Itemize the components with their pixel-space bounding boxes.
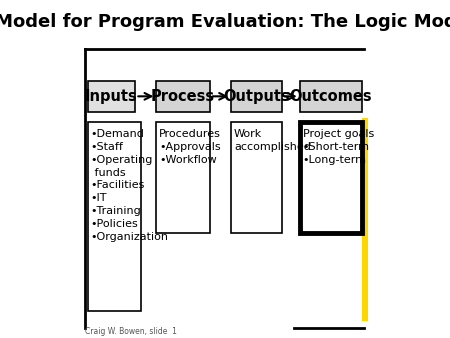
Text: Craig W. Bowen, slide  1: Craig W. Bowen, slide 1 (85, 327, 176, 336)
Text: A Model for Program Evaluation: The Logic Model: A Model for Program Evaluation: The Logi… (0, 13, 450, 31)
Text: Process: Process (151, 89, 215, 104)
Bar (88, 122, 141, 311)
Text: •Demand
•Staff
•Operating
 funds
•Facilities
•IT
•Training
•Policies
•Organizati: •Demand •Staff •Operating funds •Facilit… (90, 129, 169, 242)
Bar (88, 81, 135, 112)
Bar (231, 81, 282, 112)
Text: Procedures
•Approvals
•Workflow: Procedures •Approvals •Workflow (159, 129, 221, 165)
Text: Project goals
•Short-term
•Long-term: Project goals •Short-term •Long-term (303, 129, 374, 165)
Bar (231, 122, 282, 233)
Text: Outcomes: Outcomes (290, 89, 372, 104)
Bar (300, 81, 362, 112)
Text: Work
accomplished: Work accomplished (234, 129, 311, 152)
Bar (300, 122, 362, 233)
Bar (362, 118, 369, 321)
Text: Outputs: Outputs (223, 89, 290, 104)
Text: Inputs: Inputs (85, 89, 138, 104)
Bar (156, 122, 210, 233)
Bar (156, 81, 210, 112)
